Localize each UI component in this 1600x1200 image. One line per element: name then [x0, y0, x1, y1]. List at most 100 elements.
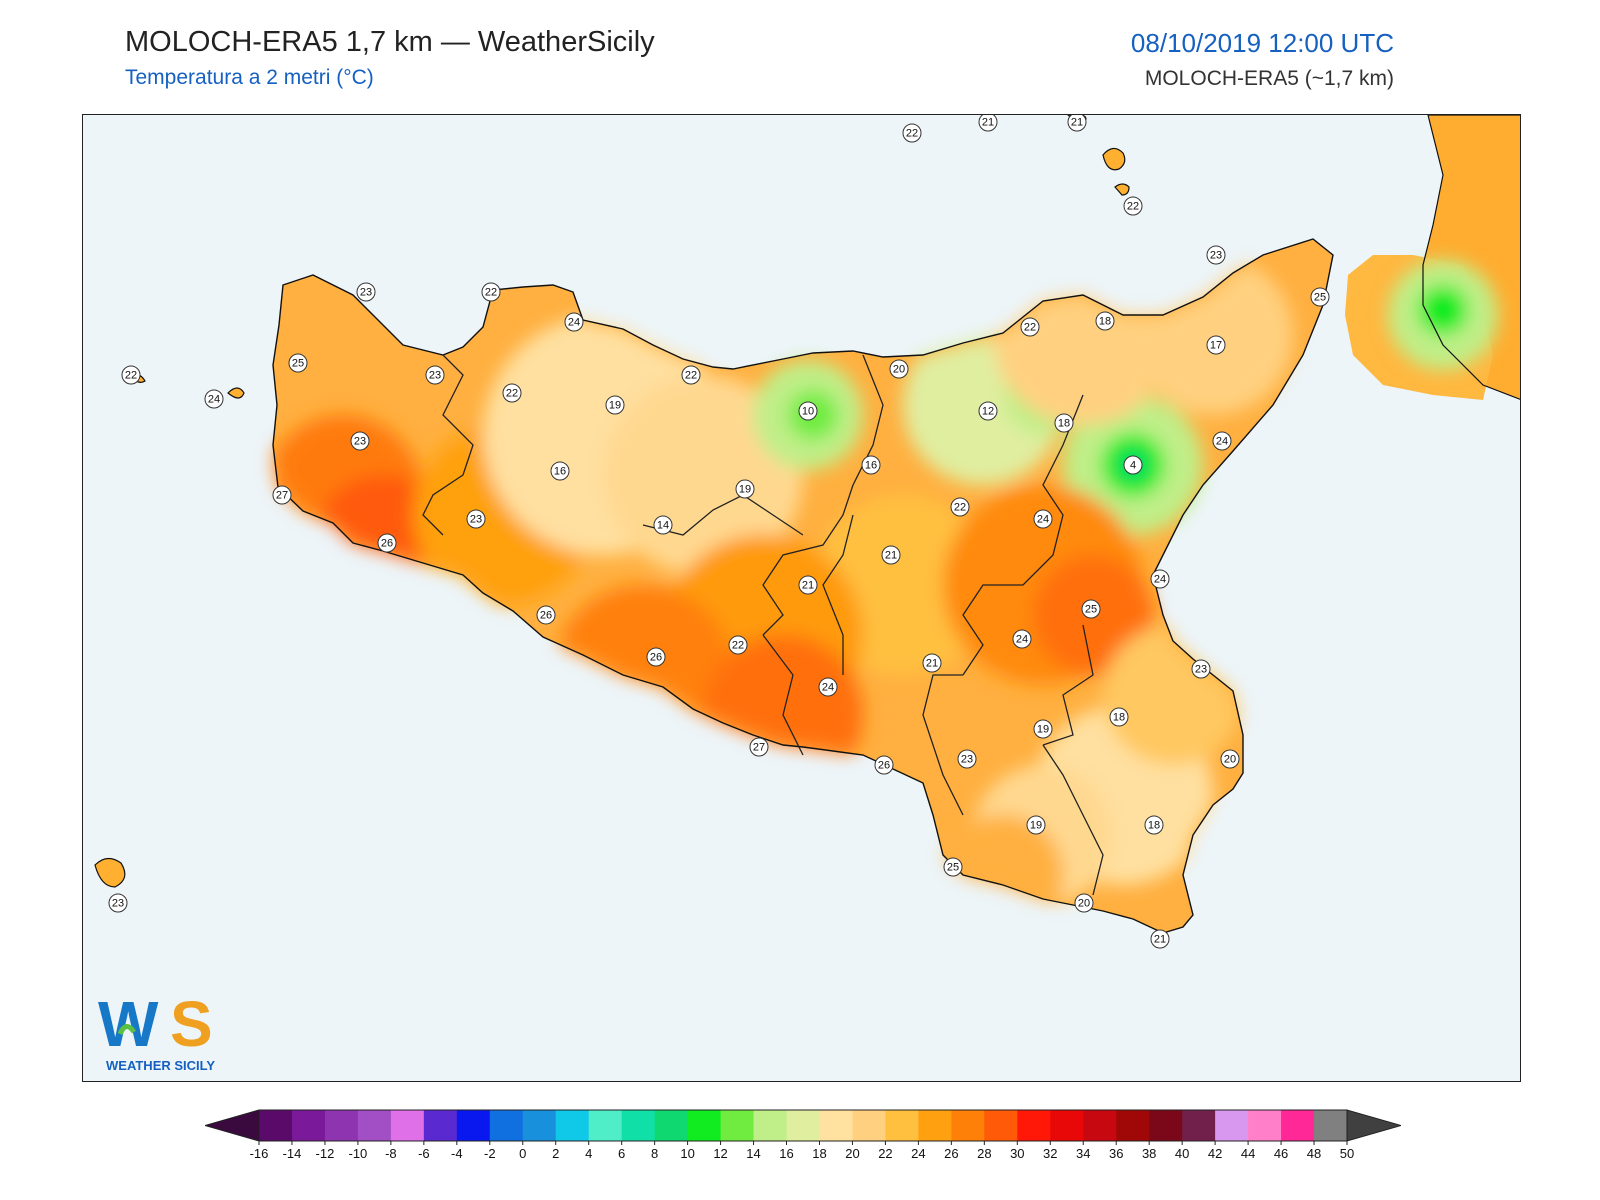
colorbar-tick-label: 50: [1340, 1146, 1354, 1161]
colorbar-tick-label: 14: [746, 1146, 760, 1161]
station-value: 24: [818, 677, 838, 697]
station-value: 19: [735, 479, 755, 499]
svg-text:14: 14: [657, 520, 669, 532]
svg-text:25: 25: [947, 862, 959, 874]
svg-text:24: 24: [1216, 436, 1228, 448]
colorbar-tick-label: 10: [680, 1146, 694, 1161]
svg-text:16: 16: [865, 460, 877, 472]
colorbar-tick-label: 34: [1076, 1146, 1090, 1161]
station-value: 22: [481, 282, 501, 302]
colorbar-tick-label: 38: [1142, 1146, 1156, 1161]
svg-text:25: 25: [1085, 604, 1097, 616]
svg-text:24: 24: [568, 317, 580, 329]
svg-text:20: 20: [1078, 898, 1090, 910]
station-value: 25: [1310, 287, 1330, 307]
svg-text:4: 4: [1130, 460, 1136, 472]
station-value: 23: [466, 509, 486, 529]
colorbar-tick-label: -14: [283, 1146, 302, 1161]
colorbar-tick-label: 46: [1274, 1146, 1288, 1161]
colorbar-tick-label: -6: [418, 1146, 430, 1161]
temperature-map[interactable]: 22 21 21 22 23 22 24 23 25 22 24 25 23 22 22 20 22 18 17 19…: [82, 114, 1521, 1082]
svg-text:23: 23: [470, 514, 482, 526]
colorbar-cell: [720, 1110, 755, 1141]
station-value: 22: [502, 383, 522, 403]
station-value: 24: [1012, 629, 1032, 649]
station-value: 21: [978, 115, 998, 132]
svg-text:24: 24: [822, 682, 834, 694]
station-value: 23: [1206, 245, 1226, 265]
svg-text:22: 22: [1127, 201, 1139, 213]
colorbar-tick-label: 4: [585, 1146, 592, 1161]
svg-text:23: 23: [1195, 664, 1207, 676]
svg-text:23: 23: [961, 754, 973, 766]
station-value: 23: [108, 893, 128, 913]
colorbar-tick-label: 26: [944, 1146, 958, 1161]
colorbar-cell: [1248, 1110, 1282, 1141]
station-value: 18: [1095, 311, 1115, 331]
svg-text:18: 18: [1148, 820, 1160, 832]
svg-text:W: W: [98, 988, 159, 1060]
colorbar-min-arrow: [205, 1109, 260, 1142]
logo-text: WEATHER SICILY: [106, 1058, 215, 1073]
svg-text:24: 24: [208, 394, 220, 406]
map-subtitle: Temperatura a 2 metri (°C): [125, 66, 374, 89]
colorbar-max-arrow: [1346, 1109, 1401, 1142]
station-value: 20: [1074, 893, 1094, 913]
station-value: 22: [728, 635, 748, 655]
colorbar-cell: [291, 1110, 326, 1141]
svg-text:22: 22: [732, 640, 744, 652]
station-value: 17: [1206, 335, 1226, 355]
colorbar-tick-label: 28: [977, 1146, 991, 1161]
svg-text:23: 23: [429, 370, 441, 382]
station-value: 22: [1020, 317, 1040, 337]
station-value: 18: [1144, 815, 1164, 835]
station-value: 21: [1150, 929, 1170, 949]
station-value: 24: [204, 389, 224, 409]
station-value: 16: [550, 461, 570, 481]
station-value: 23: [425, 365, 445, 385]
colorbar-cell: [1149, 1110, 1183, 1141]
station-value: 21: [798, 575, 818, 595]
station-value: 22: [121, 365, 141, 385]
colorbar-cell: [357, 1110, 392, 1141]
colorbar-tick-label: -10: [349, 1146, 368, 1161]
colorbar-cell: [522, 1110, 557, 1141]
colorbar-cell: [1050, 1110, 1084, 1141]
svg-text:21: 21: [802, 580, 814, 592]
svg-text:20: 20: [1224, 754, 1236, 766]
svg-text:21: 21: [1071, 117, 1083, 129]
colorbar-tick-label: -4: [451, 1146, 463, 1161]
svg-text:24: 24: [1016, 634, 1028, 646]
colorbar-tick-label: 44: [1241, 1146, 1255, 1161]
station-value: 27: [272, 485, 292, 505]
station-value: 23: [957, 749, 977, 769]
svg-text:10: 10: [802, 406, 814, 418]
svg-text:18: 18: [1058, 418, 1070, 430]
colorbar-tick-label: 36: [1109, 1146, 1123, 1161]
colorbar-tick-label: -8: [385, 1146, 397, 1161]
colorbar-tick-label: 16: [779, 1146, 793, 1161]
station-value: 25: [943, 857, 963, 877]
station-value: 23: [1191, 659, 1211, 679]
svg-text:24: 24: [1154, 574, 1166, 586]
colorbar-cell: [1116, 1110, 1150, 1141]
svg-text:17: 17: [1210, 340, 1222, 352]
weathersicily-logo: W S WEATHER SICILY: [98, 988, 215, 1073]
map-title: MOLOCH-ERA5 1,7 km — WeatherSicily: [125, 26, 655, 58]
svg-text:19: 19: [1037, 724, 1049, 736]
station-value: 12: [978, 401, 998, 421]
valid-datetime: 08/10/2019 12:00 UTC: [1130, 28, 1394, 58]
colorbar-cell: [1182, 1110, 1216, 1141]
colorbar-cell: [654, 1110, 689, 1141]
colorbar-tick-label: 30: [1010, 1146, 1024, 1161]
colorbar-tick-label: 20: [845, 1146, 859, 1161]
svg-text:27: 27: [753, 742, 765, 754]
svg-text:19: 19: [609, 400, 621, 412]
svg-text:26: 26: [381, 538, 393, 550]
colorbar-cell: [1314, 1110, 1348, 1141]
station-value: 26: [377, 533, 397, 553]
colorbar-cell: [753, 1110, 788, 1141]
colorbar-tick-label: -12: [316, 1146, 335, 1161]
station-value: 26: [646, 647, 666, 667]
colorbar-cell: [819, 1110, 853, 1141]
